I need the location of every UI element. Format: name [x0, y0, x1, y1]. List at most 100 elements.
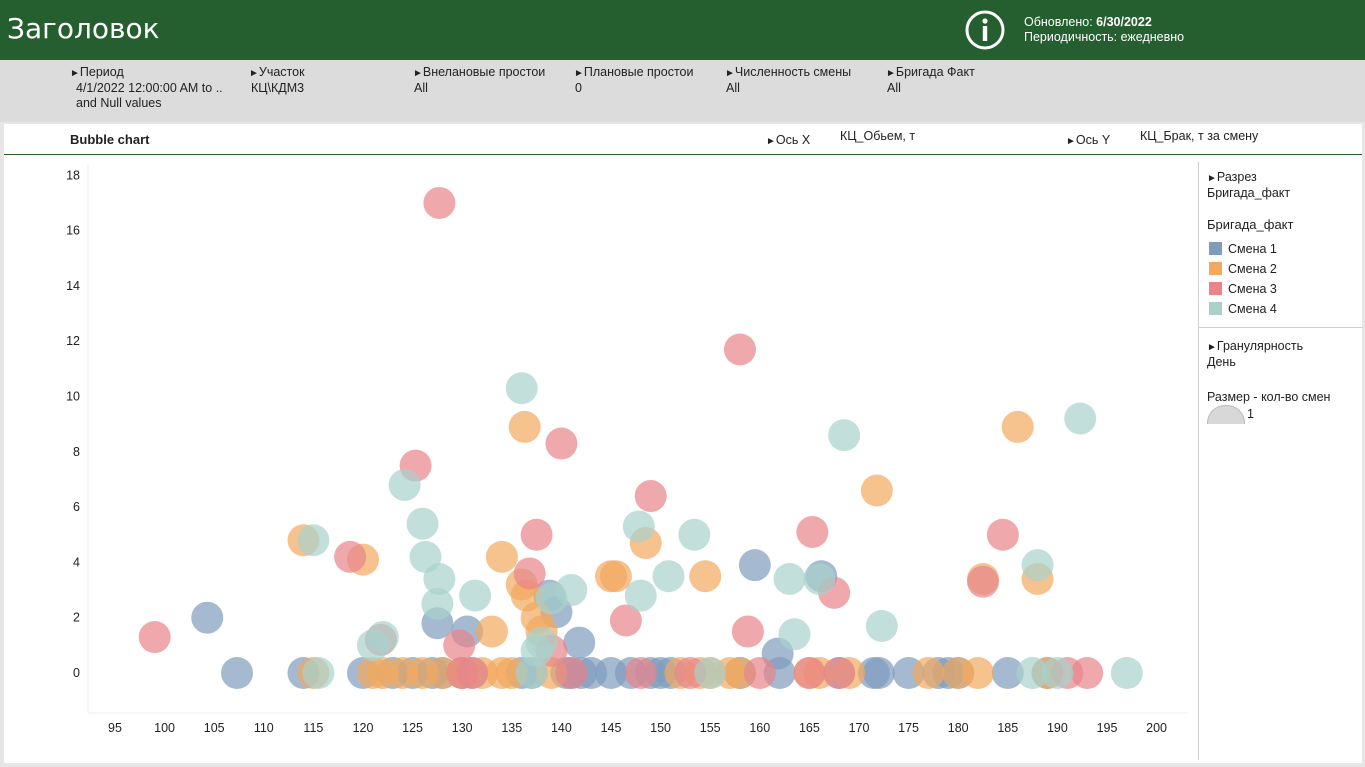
- bubble-3[interactable]: [513, 557, 546, 590]
- bubble-3[interactable]: [624, 657, 657, 689]
- bubble-2[interactable]: [912, 657, 945, 689]
- x-tick-label: 120: [353, 721, 374, 735]
- bubble-4[interactable]: [1021, 549, 1054, 582]
- bubble-3[interactable]: [731, 615, 764, 648]
- bubble-4[interactable]: [423, 562, 456, 595]
- filter-value: All: [726, 81, 740, 95]
- bubble-4[interactable]: [773, 562, 806, 595]
- bubble-3[interactable]: [138, 621, 171, 654]
- bubble-2[interactable]: [475, 615, 508, 648]
- legend-item[interactable]: Смена 4: [1209, 302, 1277, 316]
- bubble-4[interactable]: [366, 621, 399, 654]
- bubble-3[interactable]: [456, 657, 489, 689]
- bubble-3[interactable]: [634, 480, 667, 513]
- bubble-1[interactable]: [563, 626, 596, 659]
- x-tick-label: 185: [997, 721, 1018, 735]
- bubble-4[interactable]: [865, 609, 898, 642]
- filter-brigade[interactable]: Бригада Факт All: [886, 65, 1036, 117]
- bubble-4[interactable]: [1064, 402, 1097, 435]
- bubble-2[interactable]: [689, 560, 722, 593]
- filter-unplanned-downtime[interactable]: Внелановые простои All: [413, 65, 563, 117]
- bubble-3[interactable]: [796, 515, 829, 548]
- bubble-3[interactable]: [545, 427, 578, 460]
- bubble-3[interactable]: [334, 540, 367, 573]
- bubble-4[interactable]: [678, 518, 711, 551]
- bubble-4[interactable]: [302, 657, 335, 689]
- bubble-3[interactable]: [609, 604, 642, 637]
- info-icon[interactable]: [965, 10, 1005, 50]
- bubble-1[interactable]: [862, 657, 895, 689]
- x-tick-label: 135: [501, 721, 522, 735]
- legend-item[interactable]: Смена 3: [1209, 282, 1277, 296]
- filter-value: КЦ\КДМ3: [251, 81, 305, 95]
- granularity-selector[interactable]: Гранулярность День: [1207, 339, 1303, 370]
- bubble-2[interactable]: [962, 657, 995, 689]
- bubble-3[interactable]: [986, 518, 1019, 551]
- x-tick-label: 165: [799, 721, 820, 735]
- x-tick-label: 150: [650, 721, 671, 735]
- x-tick-label: 115: [303, 721, 323, 735]
- bubble-3[interactable]: [743, 657, 776, 689]
- bubble-4[interactable]: [803, 562, 836, 595]
- bubble-4[interactable]: [624, 579, 657, 612]
- bubble-3[interactable]: [423, 186, 456, 219]
- filter-label: Бригада Факт: [886, 65, 1036, 81]
- x-axis-selector[interactable]: Ось X: [766, 133, 810, 147]
- y-tick-label: 10: [66, 390, 80, 404]
- x-tick-label: 130: [452, 721, 473, 735]
- legend-label: Смена 1: [1228, 242, 1277, 256]
- bubble-3[interactable]: [520, 518, 553, 551]
- bubble-3[interactable]: [967, 565, 999, 598]
- bubble-4[interactable]: [525, 626, 558, 659]
- bubble-4[interactable]: [421, 587, 454, 620]
- y-tick-label: 0: [73, 666, 80, 680]
- chart-card: Bubble chart Ось X КЦ_Обьем, т Ось Y КЦ_…: [4, 124, 1363, 763]
- bubble-4[interactable]: [622, 510, 655, 543]
- bubble-4[interactable]: [555, 574, 588, 607]
- bubble-2[interactable]: [508, 410, 541, 443]
- bubble-2[interactable]: [599, 560, 632, 593]
- bubble-3[interactable]: [1071, 657, 1104, 689]
- bubble-3[interactable]: [823, 657, 856, 689]
- bubble-4[interactable]: [297, 524, 330, 557]
- bubble-4[interactable]: [505, 372, 538, 405]
- bubble-4[interactable]: [1016, 657, 1049, 689]
- bubble-3[interactable]: [723, 333, 756, 366]
- bubble-2[interactable]: [485, 540, 518, 573]
- y-axis-selector[interactable]: Ось Y: [1066, 133, 1110, 147]
- cut-selector[interactable]: Разрез Бригада_факт: [1207, 170, 1290, 201]
- filter-value: 4/1/2022 12:00:00 AM to .. and Null valu…: [76, 81, 223, 110]
- filter-shift-size[interactable]: Численность смены All: [725, 65, 875, 117]
- bubble-3[interactable]: [793, 657, 826, 689]
- bubble-1[interactable]: [191, 601, 224, 634]
- bubble-3[interactable]: [555, 657, 588, 689]
- legend-item[interactable]: Смена 1: [1209, 242, 1277, 256]
- bubble-4[interactable]: [778, 618, 811, 651]
- filter-value: All: [887, 81, 901, 95]
- bubble-4[interactable]: [828, 419, 861, 452]
- bubble-1[interactable]: [738, 549, 771, 582]
- bubble-4[interactable]: [1110, 657, 1143, 689]
- bubble-4[interactable]: [1041, 657, 1074, 689]
- bubble-4[interactable]: [652, 560, 685, 593]
- bubble-2[interactable]: [860, 474, 893, 507]
- filter-planned-downtime[interactable]: Плановые простои 0: [574, 65, 714, 117]
- periodicity-text: Периодичность: ежедневно: [1024, 30, 1185, 44]
- bubble-4[interactable]: [459, 579, 492, 612]
- bubble-4[interactable]: [388, 468, 421, 501]
- bubble-1[interactable]: [221, 657, 254, 689]
- granularity-label: Гранулярность: [1207, 339, 1303, 355]
- chart-sidebar: Разрез Бригада_факт Бригада_факт Смена 1…: [1198, 162, 1363, 760]
- x-tick-label: 100: [154, 721, 175, 735]
- bubble-4[interactable]: [406, 507, 439, 540]
- legend-item[interactable]: Смена 2: [1209, 262, 1277, 276]
- filter-section[interactable]: Участок КЦ\КДМ3: [249, 65, 399, 117]
- bubble-3[interactable]: [443, 629, 476, 662]
- bubble-1[interactable]: [991, 657, 1024, 689]
- bubble-4[interactable]: [694, 657, 727, 689]
- bubble-plot[interactable]: 0 2 4 6 8 10 12 14 16 18 95 100 105 110 115 120 125 130 13…: [0, 155, 1190, 745]
- x-tick-label: 195: [1097, 721, 1118, 735]
- y-tick-label: 12: [66, 334, 80, 348]
- bubble-2[interactable]: [1001, 410, 1034, 443]
- filter-period[interactable]: Период 4/1/2022 12:00:00 AM to .. and Nu…: [70, 65, 240, 117]
